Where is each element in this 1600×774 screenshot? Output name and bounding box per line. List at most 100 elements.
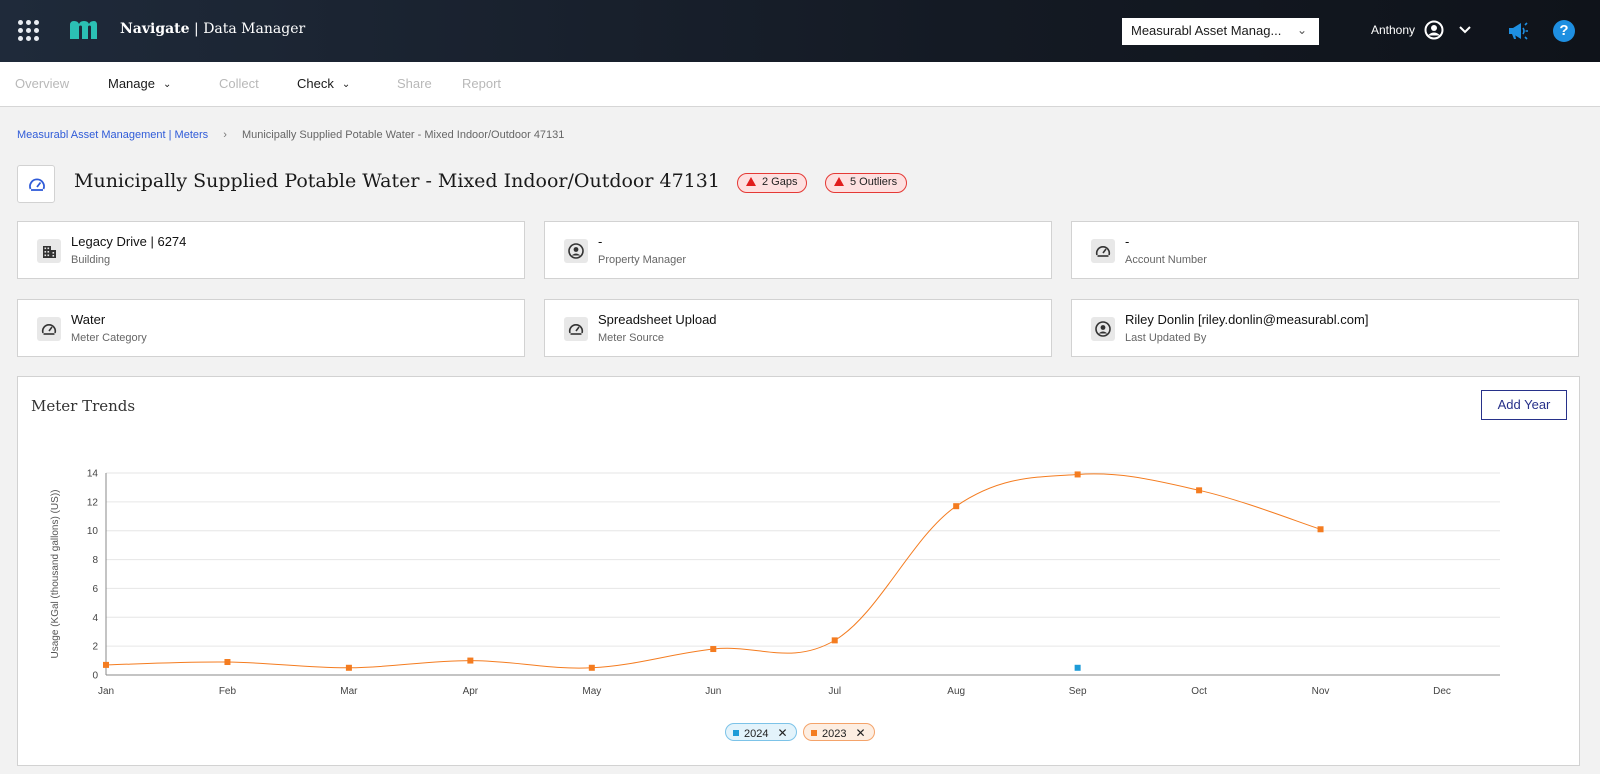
meter-category-value: Water <box>71 312 106 327</box>
user-menu-chevron-icon[interactable] <box>1457 22 1473 38</box>
data-point-2023 <box>345 664 352 671</box>
chevron-down-icon: ⌄ <box>1296 23 1307 37</box>
last-updated-by-value: Riley Donlin [riley.donlin@measurabl.com… <box>1125 312 1369 327</box>
nav-collect[interactable]: Collect <box>219 76 259 91</box>
property-manager-card: - Property Manager <box>544 221 1052 279</box>
outliers-badge[interactable]: 5 Outliers <box>825 173 908 193</box>
nav-manage[interactable]: Manage ⌄ <box>108 76 171 91</box>
app-section: Data Manager <box>203 21 306 37</box>
account-number-card: - Account Number <box>1071 221 1579 279</box>
gaps-badge[interactable]: 2 Gaps <box>737 173 808 193</box>
chevron-right-icon: › <box>223 129 227 141</box>
y-tick-label: 6 <box>92 584 98 595</box>
data-point-2023 <box>953 503 960 510</box>
x-tick-label: Dec <box>1433 686 1451 697</box>
user-circle-icon <box>1091 317 1115 341</box>
x-tick-label: Apr <box>463 686 479 697</box>
page-title: Municipally Supplied Potable Water - Mix… <box>74 170 720 192</box>
chevron-down-icon: ⌄ <box>162 79 172 90</box>
user-name[interactable]: Anthony <box>1371 23 1416 37</box>
y-tick-label: 8 <box>92 555 98 566</box>
last-updated-by-card: Riley Donlin [riley.donlin@measurabl.com… <box>1071 299 1579 357</box>
nav-check[interactable]: Check ⌄ <box>297 76 350 91</box>
x-tick-label: Oct <box>1191 686 1207 697</box>
nav-overview[interactable]: Overview <box>15 76 69 91</box>
nav-manage-label: Manage <box>108 76 155 91</box>
meter-trends-panel: Meter Trends Add Year 0 2 4 6 8 10 12 14 Jan Feb M… <box>17 376 1580 766</box>
breadcrumb-parent-link[interactable]: Measurabl Asset Management | Meters <box>17 129 209 141</box>
outliers-badge-label: 5 Outliers <box>850 176 898 188</box>
data-point-2023 <box>467 657 474 664</box>
nav-report[interactable]: Report <box>462 76 501 91</box>
meter-category-card: Water Meter Category <box>17 299 525 357</box>
chevron-down-icon: ⌄ <box>341 79 351 90</box>
meter-category-label: Meter Category <box>71 332 147 344</box>
main-nav: Overview Manage ⌄ Collect Check ⌄ Share Re… <box>0 62 1600 107</box>
series-line-2023 <box>105 473 1321 669</box>
app-title: Navigate | Data Manager <box>120 21 305 37</box>
y-tick-label: 14 <box>87 469 99 480</box>
meter-trends-chart: 0 2 4 6 8 10 12 14 Jan Feb Mar Apr May Jun Jul Aug Sep Oc… <box>50 469 1500 697</box>
top-bar: Navigate | Data Manager Measurabl Asset … <box>0 0 1600 62</box>
organization-select[interactable]: Measurabl Asset Manag... ⌄ <box>1122 18 1319 45</box>
x-tick-label: Aug <box>947 686 965 697</box>
legend-chip-2023[interactable]: 2023 ✕ <box>803 723 875 741</box>
y-tick-label: 12 <box>87 497 99 508</box>
nav-check-label: Check <box>297 76 334 91</box>
breadcrumb: Measurabl Asset Management | Meters › Mu… <box>17 129 564 141</box>
property-manager-value: - <box>598 234 603 249</box>
warning-icon <box>746 177 756 186</box>
meter-source-card: Spreadsheet Upload Meter Source <box>544 299 1052 357</box>
x-tick-label: Jul <box>828 686 841 697</box>
meter-source-value: Spreadsheet Upload <box>598 312 717 327</box>
y-tick-label: 4 <box>92 613 98 624</box>
x-tick-label: Sep <box>1069 686 1087 697</box>
property-manager-label: Property Manager <box>598 254 687 266</box>
meter-source-label: Meter Source <box>598 332 665 344</box>
account-number-value: - <box>1125 234 1130 249</box>
app-brand: Navigate <box>120 21 190 37</box>
data-point-2023 <box>1317 526 1324 533</box>
gaps-badge-label: 2 Gaps <box>762 176 798 188</box>
legend-swatch-2023 <box>811 730 817 736</box>
data-point-2023 <box>588 664 595 671</box>
close-icon[interactable]: ✕ <box>855 726 866 740</box>
building-label: Building <box>71 254 111 266</box>
help-icon[interactable]: ? <box>1553 20 1575 42</box>
gauge-icon <box>564 317 588 341</box>
last-updated-by-label: Last Updated By <box>1125 332 1207 344</box>
legend-label-2024: 2024 <box>744 728 769 740</box>
nav-share[interactable]: Share <box>397 76 432 91</box>
meter-type-icon-box <box>17 165 55 203</box>
nav-overview-label: Overview <box>15 76 70 91</box>
building-icon <box>37 239 61 263</box>
y-tick-label: 2 <box>92 642 98 653</box>
gauge-icon <box>29 178 45 191</box>
meter-trends-title: Meter Trends <box>31 397 136 415</box>
x-tick-label: Nov <box>1312 686 1330 697</box>
user-circle-icon <box>564 239 588 263</box>
measurabl-logo[interactable] <box>66 12 100 46</box>
close-icon[interactable]: ✕ <box>777 726 788 740</box>
nav-share-label: Share <box>397 76 432 91</box>
building-card: Legacy Drive | 6274 Building <box>17 221 525 279</box>
nav-report-label: Report <box>462 76 502 91</box>
legend-swatch-2024 <box>733 730 739 736</box>
y-tick-label: 0 <box>92 671 98 682</box>
data-point-2023 <box>103 661 109 668</box>
x-tick-label: May <box>582 686 601 697</box>
legend-label-2023: 2023 <box>822 728 847 740</box>
add-year-button[interactable]: Add Year <box>1481 390 1567 420</box>
x-tick-label: Jun <box>705 686 721 697</box>
data-point-2023 <box>710 646 717 653</box>
data-point-2024 <box>1074 664 1081 671</box>
breadcrumb-current: Municipally Supplied Potable Water - Mix… <box>241 129 565 141</box>
legend-chip-2024[interactable]: 2024 ✕ <box>725 723 797 741</box>
organization-select-value: Measurabl Asset Manag... <box>1131 23 1282 38</box>
x-tick-label: Feb <box>219 686 237 697</box>
building-value[interactable]: Legacy Drive | 6274 <box>71 234 187 249</box>
app-grid-icon[interactable] <box>18 20 40 42</box>
announcements-icon[interactable] <box>1507 21 1529 41</box>
warning-icon <box>834 177 844 186</box>
user-avatar-icon[interactable] <box>1424 20 1444 40</box>
